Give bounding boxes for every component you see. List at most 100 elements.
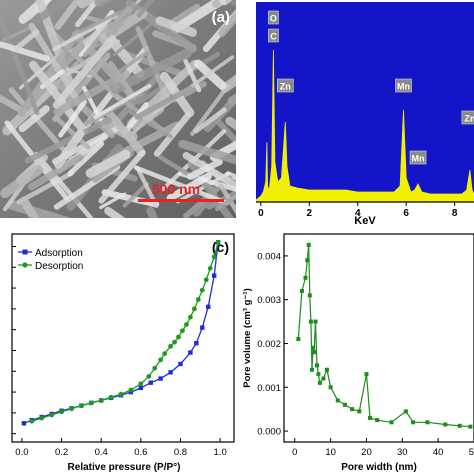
desorption-point [207, 265, 213, 271]
peak-label-text: Mn [397, 82, 410, 92]
nanorod [134, 85, 193, 120]
pore-volume-point [316, 372, 321, 377]
nanorod [93, 83, 152, 120]
pore-volume-point [425, 420, 430, 425]
nanorod [0, 18, 40, 116]
eds-x-tick-label: 2 [307, 208, 313, 219]
peak-label-text: Zn [280, 82, 291, 92]
desorption-point [172, 339, 177, 345]
nanorod-texture [0, 0, 236, 218]
pore-volume-point [443, 422, 448, 427]
nanorod [85, 149, 131, 178]
nanorod [193, 107, 227, 134]
isotherm-panel: (c) 0.0 0.2 0.4 0.6 0.8 1.0 Adsorption Desorp… [0, 232, 236, 474]
pore-volume-point [311, 345, 316, 350]
legend-adsorption-label: Adsorption [35, 248, 83, 259]
nanorod [82, 24, 111, 57]
adsorption-point [188, 350, 193, 355]
desorption-point [128, 387, 134, 393]
pore-x-tick-label: 30 [397, 447, 408, 458]
pore-volume-point [375, 418, 380, 423]
eds-spectrum-fill [256, 50, 474, 202]
nanorod [104, 206, 126, 218]
isotherm-x-tick-label: 0.2 [55, 447, 68, 458]
pore-y-tick-label: 0.001 [257, 383, 281, 394]
desorption-point [211, 254, 217, 260]
nanorod [28, 154, 84, 191]
pore-volume-point [342, 402, 347, 407]
isotherm-chart: (c) 0.0 0.2 0.4 0.6 0.8 1.0 Adsorption Desorp… [11, 233, 235, 473]
adsorption-point [21, 421, 27, 426]
nanorod [218, 183, 236, 215]
pore-volume-point [357, 409, 362, 414]
pore-plot-frame [283, 233, 474, 443]
nanorod [190, 83, 230, 136]
pore-volume-point [306, 242, 311, 247]
eds-x-tick-label: 0 [258, 208, 264, 219]
pore-volume-point [312, 350, 317, 355]
eds-plot-area [256, 2, 474, 202]
peak-label: O [268, 10, 279, 25]
desorption-point [191, 306, 197, 312]
pore-volume-point [303, 275, 308, 280]
pore-x-tick-label: 0 [292, 447, 297, 458]
desorption-point [199, 287, 205, 293]
desorption-point [195, 297, 201, 302]
desorption-point [146, 374, 152, 379]
nanorod [78, 9, 124, 34]
nanorod [186, 158, 223, 180]
pore-volume-point [299, 288, 304, 293]
pore-volume-point [364, 372, 369, 377]
adsorption-point [138, 385, 144, 391]
desorption-point [98, 398, 104, 403]
desorption-point [215, 239, 221, 245]
desorption-point [49, 412, 55, 418]
nanorod [54, 116, 91, 150]
pore-volume-point [305, 258, 310, 263]
nanorod [53, 70, 130, 116]
adsorption-point [211, 273, 217, 278]
nanorod [2, 80, 59, 136]
desorption-point [108, 394, 114, 400]
pore-volume-point [307, 293, 312, 298]
eds-spectrum-line [255, 49, 474, 201]
nanorod [99, 192, 127, 210]
legend-adsorption-marker [22, 249, 28, 255]
peak-label-box [268, 10, 279, 25]
desorption-point [152, 365, 158, 371]
adsorption-point [148, 380, 153, 385]
desorption-point [39, 415, 45, 421]
isotherm-x-axis-label: Relative pressure (P/P°) [68, 462, 181, 473]
pore-y-tick-label: 0.002 [257, 339, 281, 350]
peak-label-box [268, 28, 279, 43]
desorption-point [180, 328, 185, 334]
nanorod [104, 108, 146, 157]
nanorod [6, 199, 71, 218]
desorption-point [29, 418, 35, 424]
nanorod [166, 172, 212, 202]
nanorod [135, 26, 168, 97]
pore-volume-point [368, 415, 373, 420]
nanorod [113, 50, 149, 76]
pore-volume-point [350, 407, 355, 412]
peak-label-text: C [270, 32, 277, 42]
pore-y-tick-label: 0.004 [257, 251, 281, 262]
nanorod [214, 193, 236, 212]
nanorod [24, 117, 112, 164]
nanorod [155, 16, 198, 37]
desorption-point [69, 406, 74, 412]
isotherm-legend: Adsorption Desorption [18, 248, 83, 272]
nanorod [14, 29, 40, 52]
eds-spectrum-panel: O C Zn Mn Mn Zn 0 2 4 6 8 KeV Intensity (a.u) [238, 0, 474, 230]
pore-volume-point [468, 424, 473, 429]
peak-label: Zn [277, 78, 294, 93]
pore-distribution-chart: 0.000 0.001 0.002 0.003 0.004 0 10 20 30 40 50 Po… [242, 233, 474, 473]
nanorod [146, 206, 159, 218]
pore-y-tick-label: 0.000 [257, 427, 281, 438]
nanorod [209, 140, 236, 162]
peak-label-box [461, 110, 474, 125]
eds-x-tick-label: 6 [403, 208, 409, 219]
pore-volume-point [457, 423, 462, 428]
pore-x-tick-label: 10 [325, 447, 336, 458]
sem-image-panel: (a) 500 nm [0, 0, 236, 218]
